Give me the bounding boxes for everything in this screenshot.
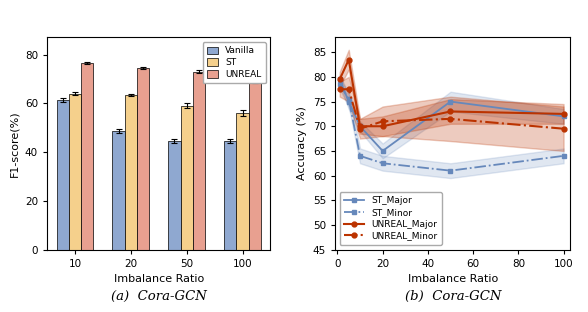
ST_Minor (345, 97, 352, 101)
UNREAL_Major (356, 124, 363, 128)
Line: UNREAL_Major: UNREAL_Major (338, 57, 566, 129)
Text: (a)  Cora-GCN: (a) Cora-GCN (111, 290, 207, 303)
ST_Major (336, 77, 343, 81)
UNREAL_Major (345, 58, 352, 61)
Bar (236, 113, 249, 250)
UNREAL_Major (560, 112, 567, 116)
Bar (56, 100, 69, 250)
UNREAL_Major (336, 77, 343, 81)
UNREAL_Minor (560, 127, 567, 131)
UNREAL_Minor (379, 119, 386, 123)
UNREAL_Major (379, 124, 386, 128)
ST_Major (560, 115, 567, 118)
UNREAL_Minor (447, 117, 454, 121)
UNREAL_Minor (336, 87, 343, 91)
Bar (224, 141, 236, 250)
ST_Minor (560, 154, 567, 158)
UNREAL_Minor (356, 127, 363, 131)
Bar (112, 131, 125, 250)
Bar (168, 141, 181, 250)
Text: (b)  Cora-GCN: (b) Cora-GCN (405, 290, 501, 303)
Bar (193, 71, 205, 250)
Y-axis label: F1-score(%): F1-score(%) (9, 110, 19, 177)
X-axis label: Imbalance Ratio: Imbalance Ratio (407, 274, 498, 284)
Line: ST_Major: ST_Major (338, 77, 566, 153)
Legend: Vanilla, ST, UNREAL: Vanilla, ST, UNREAL (203, 42, 266, 83)
Bar (249, 79, 261, 250)
ST_Major (447, 100, 454, 104)
Bar (137, 68, 149, 250)
ST_Major (356, 124, 363, 128)
Bar (69, 94, 81, 250)
ST_Major (345, 100, 352, 104)
X-axis label: Imbalance Ratio: Imbalance Ratio (113, 274, 204, 284)
Bar (81, 63, 93, 250)
ST_Major (379, 149, 386, 153)
Y-axis label: Accuracy (%): Accuracy (%) (298, 107, 308, 180)
Bar (125, 95, 137, 250)
ST_Minor (447, 169, 454, 173)
ST_Minor (379, 161, 386, 165)
ST_Minor (356, 154, 363, 158)
Bar (181, 106, 193, 250)
ST_Minor (336, 82, 343, 86)
Line: UNREAL_Minor: UNREAL_Minor (338, 87, 566, 131)
Legend: ST_Major, ST_Minor, UNREAL_Major, UNREAL_Minor: ST_Major, ST_Minor, UNREAL_Major, UNREAL… (340, 192, 442, 245)
UNREAL_Major (447, 110, 454, 113)
UNREAL_Minor (345, 87, 352, 91)
Line: ST_Minor: ST_Minor (338, 82, 566, 173)
